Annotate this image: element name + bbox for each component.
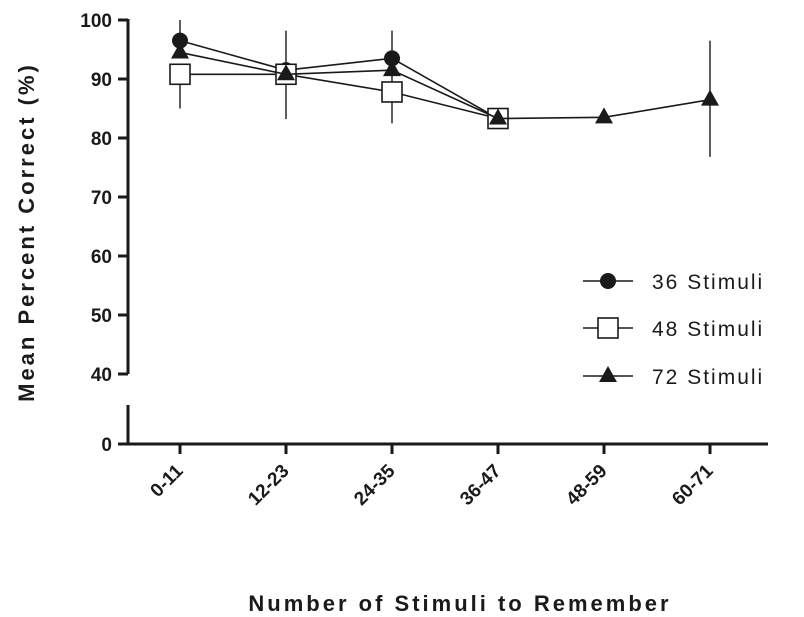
triangle-marker	[383, 60, 401, 77]
series-48-stimuli	[169, 30, 509, 130]
y-axis: 40 50 60 70 80 90 100 0	[80, 11, 130, 456]
series-line	[179, 51, 711, 120]
y-tick-label: 80	[91, 129, 112, 150]
series-line	[180, 73, 499, 120]
triangle-marker	[701, 89, 719, 106]
square-marker	[381, 81, 403, 103]
triangle-marker	[599, 366, 617, 382]
series-72-stimuli	[171, 40, 719, 157]
y-tick-label: 70	[91, 188, 112, 209]
triangle-marker	[595, 107, 613, 124]
x-tick-label: 36-47	[456, 461, 505, 510]
x-tick-label: 48-59	[562, 461, 611, 510]
legend-item: 36 Stimuli	[583, 271, 764, 294]
circle-marker	[172, 32, 188, 49]
y-axis-title: Mean Percent Correct (%)	[14, 62, 39, 402]
y-tick-label: 60	[91, 247, 112, 268]
y-tick-label: 50	[91, 306, 112, 327]
legend-label: 48 Stimuli	[652, 318, 764, 341]
circle-marker	[600, 273, 616, 289]
series-line	[179, 39, 499, 120]
square-marker	[169, 63, 191, 86]
circle-marker	[384, 50, 400, 67]
triangle-marker	[277, 64, 295, 81]
series-layer	[169, 20, 719, 157]
y-tick-label: 100	[80, 11, 112, 32]
x-tick-label: 12-23	[244, 461, 293, 510]
legend-item: 48 Stimuli	[583, 317, 764, 341]
x-tick-label: 0-11	[147, 460, 188, 501]
legend: 36 Stimuli 48 Stimuli 72 Stimuli	[583, 271, 764, 389]
x-tick-label: 60-71	[668, 460, 718, 510]
legend-item: 72 Stimuli	[583, 366, 764, 389]
y-tick-label: 0	[101, 435, 112, 456]
series-36-stimuli	[172, 20, 506, 127]
x-tick-label: 24-35	[350, 460, 400, 510]
x-axis: 0-11 12-23 24-35 36-47 48-59 60-71	[126, 442, 768, 510]
x-axis-title: Number of Stimuli to Remember	[248, 591, 671, 616]
triangle-marker	[171, 42, 189, 59]
y-tick-label: 40	[91, 365, 112, 386]
triangle-marker	[489, 108, 507, 125]
y-tick-label: 90	[91, 70, 112, 91]
legend-label: 36 Stimuli	[652, 271, 764, 294]
legend-label: 72 Stimuli	[652, 366, 764, 389]
square-marker	[597, 317, 619, 339]
